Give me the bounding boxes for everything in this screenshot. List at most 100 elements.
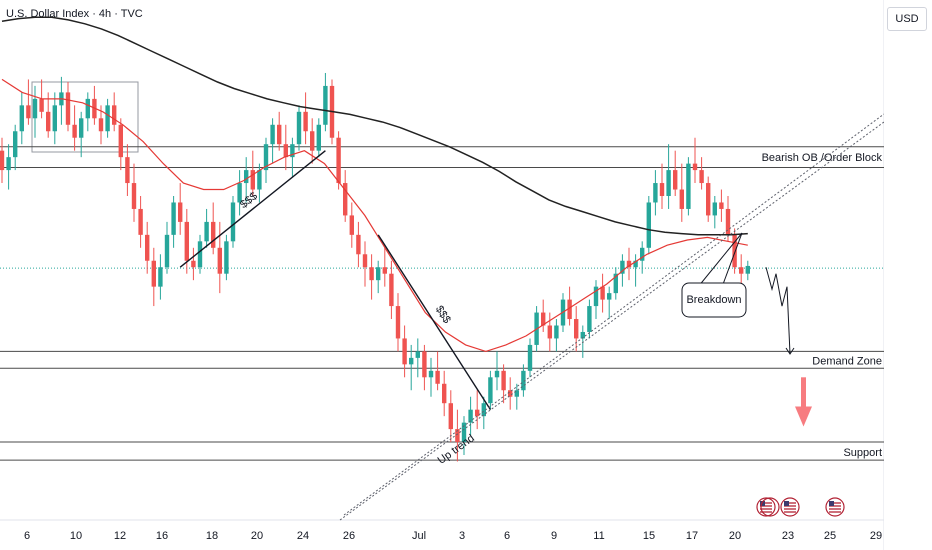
x-tick-label: 26 — [343, 530, 355, 542]
candle-body — [191, 260, 196, 268]
ema-short-line — [1, 78, 748, 353]
x-tick-label: 18 — [206, 530, 218, 542]
candle-body — [290, 144, 295, 158]
liquidity-line — [179, 150, 326, 268]
candle-body — [263, 144, 269, 171]
candle-body — [719, 202, 724, 209]
candle-body — [547, 325, 552, 339]
candle-body — [98, 118, 104, 132]
candle-body — [514, 390, 519, 397]
uptrend-line-upper — [343, 113, 884, 516]
candle-body — [310, 131, 315, 151]
candle-body — [673, 170, 678, 190]
candle-body — [448, 403, 453, 430]
candle-body — [679, 189, 684, 209]
candle-body — [435, 370, 440, 384]
candle-body — [461, 422, 467, 443]
candle-body — [303, 111, 308, 132]
candle-body — [349, 215, 354, 235]
candle-body — [131, 183, 137, 209]
candle-body — [230, 202, 236, 242]
ma-long-line — [1, 16, 748, 236]
range-box — [31, 81, 139, 153]
candle-body — [527, 344, 533, 371]
candle-body — [316, 124, 321, 151]
x-tick-label: 11 — [593, 530, 604, 542]
candle-body — [217, 247, 222, 274]
currency-button[interactable]: USD — [887, 7, 927, 31]
candle-body — [501, 370, 506, 391]
candle-body — [521, 370, 526, 391]
candle-body — [296, 111, 302, 145]
candle-body — [336, 137, 341, 184]
candle-body — [19, 105, 24, 132]
red-arrow-shaft — [801, 377, 806, 409]
candle-body — [706, 183, 711, 216]
us-flag-event-icon — [780, 497, 800, 517]
candle-body — [640, 247, 645, 261]
candle-body — [745, 265, 750, 274]
candle-body — [0, 150, 5, 171]
candle-body — [389, 273, 394, 307]
level-label: Support — [843, 447, 882, 459]
candle-body — [593, 286, 599, 307]
flag-canton — [760, 501, 765, 506]
us-flag-event-icon — [825, 497, 845, 517]
liquidity-line — [377, 234, 491, 411]
candle-body — [468, 409, 473, 423]
candle-body — [197, 241, 203, 268]
candle-body — [118, 124, 123, 158]
candle-body — [105, 105, 110, 132]
candle-body — [395, 306, 401, 339]
candle-body — [376, 267, 381, 281]
candle-body — [488, 377, 493, 404]
candle-body — [138, 208, 143, 235]
x-tick-label: 12 — [114, 530, 126, 542]
candle-body — [244, 170, 249, 184]
candle-body — [125, 157, 130, 184]
flag-circle — [780, 497, 800, 517]
x-tick-label: 17 — [686, 530, 698, 542]
candle-body — [211, 221, 216, 248]
x-tick-label: 10 — [70, 530, 82, 542]
candle-body — [620, 260, 625, 274]
candle-body — [739, 267, 744, 274]
x-tick-label: Jul — [412, 530, 426, 542]
level-label: Bearish OB /Order Block — [762, 152, 883, 164]
candle-body — [653, 183, 658, 203]
candle-body — [343, 183, 348, 216]
x-tick-label: 20 — [251, 530, 263, 542]
candle-body — [600, 286, 605, 300]
x-tick-label: 9 — [551, 530, 557, 542]
red-arrow-head — [795, 406, 812, 427]
x-tick-label: 3 — [459, 530, 465, 542]
candle-body — [178, 202, 183, 222]
breakdown-callout — [681, 282, 747, 318]
candle-body — [574, 319, 579, 339]
x-tick-label: 16 — [156, 530, 168, 542]
candle-body — [112, 105, 117, 125]
candle-body — [686, 163, 691, 209]
candle-body — [422, 351, 427, 378]
candle-body — [257, 170, 262, 190]
breakdown-label: Breakdown — [686, 294, 741, 306]
us-flag-event-icon-stack — [760, 497, 780, 517]
candle-body — [85, 98, 90, 119]
candle-body — [659, 183, 665, 196]
candle-body — [283, 144, 288, 158]
flag-canton — [784, 501, 789, 506]
x-tick-label: 6 — [504, 530, 510, 542]
candle-body — [613, 273, 618, 294]
candle-body — [415, 351, 420, 358]
candle-body — [277, 124, 282, 145]
candle-body — [323, 85, 328, 125]
candle-body — [567, 299, 572, 320]
candle-body — [65, 92, 71, 125]
candle-body — [79, 118, 84, 138]
callout-pointer — [697, 232, 743, 288]
candle-body — [164, 234, 170, 268]
candle-body — [26, 105, 31, 119]
candle-body — [732, 234, 737, 268]
candle-body — [382, 267, 387, 274]
